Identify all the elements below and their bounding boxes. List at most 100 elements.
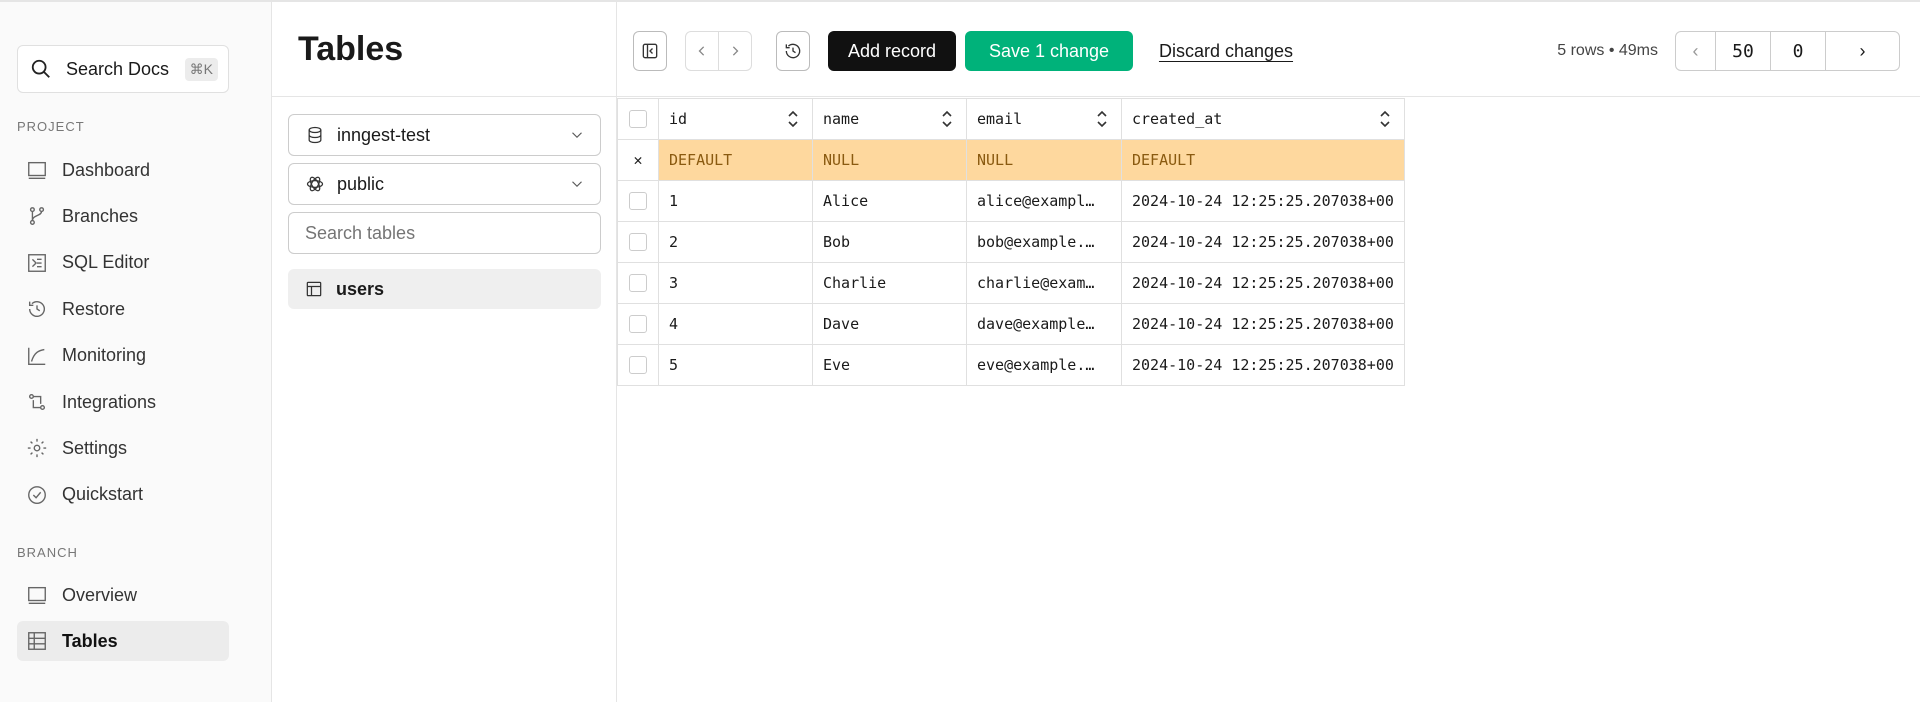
check-circle-icon bbox=[28, 485, 46, 504]
save-changes-button[interactable]: Save 1 change bbox=[965, 31, 1133, 71]
integrations-icon bbox=[28, 393, 46, 411]
chevron-down-icon bbox=[572, 132, 582, 139]
discard-changes-link[interactable]: Discard changes bbox=[1158, 40, 1294, 61]
history-button[interactable] bbox=[776, 31, 810, 71]
sort-icon[interactable] bbox=[940, 110, 954, 128]
cell[interactable]: 3 bbox=[658, 262, 813, 304]
cell[interactable]: 1 bbox=[658, 180, 813, 222]
cell[interactable]: DEFAULT bbox=[1121, 139, 1405, 181]
column-header-email[interactable]: email bbox=[966, 98, 1122, 140]
row-checkbox[interactable] bbox=[617, 262, 659, 304]
cell[interactable]: Eve bbox=[812, 344, 967, 386]
branch-section-label: BRANCH bbox=[17, 545, 78, 560]
schema-select[interactable]: public bbox=[288, 163, 601, 205]
pagination: ‹ 50 0 › bbox=[1675, 31, 1900, 71]
checkbox[interactable] bbox=[629, 192, 647, 211]
chevron-right-icon bbox=[732, 46, 739, 56]
column-header-created_at[interactable]: created_at bbox=[1121, 98, 1405, 140]
offset-input[interactable]: 0 bbox=[1771, 32, 1826, 70]
sidebar-item-label: Monitoring bbox=[62, 345, 147, 366]
sidebar-item-branches[interactable]: Branches bbox=[17, 196, 229, 236]
sort-icon[interactable] bbox=[1095, 110, 1109, 128]
sidebar: Search Docs ⌘K PROJECT Dashboard Branches… bbox=[0, 2, 272, 702]
sidebar-collapse-icon bbox=[642, 43, 658, 59]
cell[interactable]: 2024-10-24 12:25:25.207038+00 bbox=[1121, 180, 1405, 222]
cell[interactable]: Bob bbox=[812, 221, 967, 263]
sidebar-item-label: Overview bbox=[62, 584, 138, 605]
cell[interactable]: 2024-10-24 12:25:25.207038+00 bbox=[1121, 344, 1405, 386]
cell[interactable]: alice@exampl… bbox=[966, 180, 1122, 222]
schema-icon bbox=[306, 176, 324, 192]
cell[interactable]: Alice bbox=[812, 180, 967, 222]
cell[interactable]: Charlie bbox=[812, 262, 967, 304]
sidebar-item-label: Settings bbox=[62, 437, 128, 458]
cell[interactable]: 2024-10-24 12:25:25.207038+00 bbox=[1121, 221, 1405, 263]
next-page-button[interactable]: › bbox=[1859, 40, 1866, 61]
sidebar-item-integrations[interactable]: Integrations bbox=[17, 382, 229, 422]
cell[interactable]: eve@example.… bbox=[966, 344, 1122, 386]
sidebar-item-quickstart[interactable]: Quickstart bbox=[17, 475, 229, 515]
column-header-id[interactable]: id bbox=[658, 98, 813, 140]
row-checkbox[interactable] bbox=[617, 303, 659, 345]
gear-icon bbox=[27, 439, 47, 458]
sidebar-item-monitoring[interactable]: Monitoring bbox=[17, 336, 229, 376]
cell[interactable]: 2024-10-24 12:25:25.207038+00 bbox=[1121, 262, 1405, 304]
sort-icon[interactable] bbox=[1378, 110, 1392, 128]
database-select[interactable]: inngest-test bbox=[288, 114, 601, 156]
cell[interactable]: 4 bbox=[658, 303, 813, 345]
column-name: created_at bbox=[1132, 110, 1223, 128]
page-title: Tables bbox=[298, 30, 404, 68]
prev-page-button[interactable]: ‹ bbox=[1676, 32, 1716, 70]
redo-button[interactable] bbox=[718, 31, 752, 71]
cell[interactable]: DEFAULT bbox=[658, 139, 813, 181]
row-checkbox[interactable] bbox=[617, 180, 659, 222]
checkbox[interactable] bbox=[629, 356, 647, 375]
sidebar-item-sql-editor[interactable]: SQL Editor bbox=[17, 243, 229, 283]
select-all-checkbox[interactable] bbox=[617, 98, 659, 140]
checkbox[interactable] bbox=[629, 110, 647, 129]
cell[interactable]: 2 bbox=[658, 221, 813, 263]
search-tables-input[interactable] bbox=[288, 212, 601, 254]
sort-icon[interactable] bbox=[786, 110, 800, 128]
column-name: name bbox=[823, 110, 860, 128]
sidebar-item-label: SQL Editor bbox=[62, 252, 150, 273]
history-icon bbox=[28, 301, 45, 318]
table-row: 4 Dave dave@example… 2024-10-24 12:25:25.20… bbox=[617, 303, 1405, 345]
pending-new-row: ✕ DEFAULT NULL NULL DEFAULT bbox=[617, 139, 1405, 181]
limit-input[interactable]: 50 bbox=[1716, 32, 1771, 70]
sidebar-item-tables[interactable]: Tables bbox=[17, 621, 229, 662]
checkbox[interactable] bbox=[629, 274, 647, 293]
add-record-button[interactable]: Add record bbox=[828, 31, 956, 71]
sidebar-item-settings[interactable]: Settings bbox=[17, 428, 229, 468]
table-row: 2 Bob bob@example.… 2024-10-24 12:25:25.207… bbox=[617, 221, 1405, 263]
row-checkbox[interactable] bbox=[617, 344, 659, 386]
cell[interactable]: charlie@exam… bbox=[966, 262, 1122, 304]
row-checkbox[interactable] bbox=[617, 221, 659, 263]
remove-new-row-button[interactable]: ✕ bbox=[617, 139, 659, 181]
sidebar-item-overview[interactable]: Overview bbox=[17, 575, 229, 615]
cell[interactable]: Dave bbox=[812, 303, 967, 345]
cell[interactable]: dave@example… bbox=[966, 303, 1122, 345]
checkbox[interactable] bbox=[629, 315, 647, 334]
undo-button[interactable] bbox=[685, 31, 719, 71]
toggle-sidebar-button[interactable] bbox=[633, 31, 667, 71]
sidebar-item-label: Tables bbox=[62, 630, 118, 651]
checkbox[interactable] bbox=[629, 233, 647, 252]
cell[interactable]: 5 bbox=[658, 344, 813, 386]
cell[interactable]: NULL bbox=[966, 139, 1122, 181]
table-item-users[interactable]: users bbox=[288, 269, 601, 309]
sidebar-item-restore[interactable]: Restore bbox=[17, 289, 229, 329]
column-header-name[interactable]: name bbox=[812, 98, 967, 140]
cell[interactable]: NULL bbox=[812, 139, 967, 181]
cell[interactable]: bob@example.… bbox=[966, 221, 1122, 263]
sidebar-item-dashboard[interactable]: Dashboard bbox=[17, 150, 229, 190]
chart-icon bbox=[28, 347, 46, 365]
dashboard-icon bbox=[28, 161, 46, 179]
toolbar: Add record Save 1 change Discard changes… bbox=[617, 2, 1920, 97]
search-docs-button[interactable]: Search Docs ⌘K bbox=[17, 45, 229, 93]
database-value: inngest-test bbox=[337, 124, 431, 145]
cell[interactable]: 2024-10-24 12:25:25.207038+00 bbox=[1121, 303, 1405, 345]
sidebar-item-label: Restore bbox=[62, 298, 126, 319]
table-row: 1 Alice alice@exampl… 2024-10-24 12:25:25.2… bbox=[617, 180, 1405, 222]
terminal-icon bbox=[28, 253, 46, 272]
